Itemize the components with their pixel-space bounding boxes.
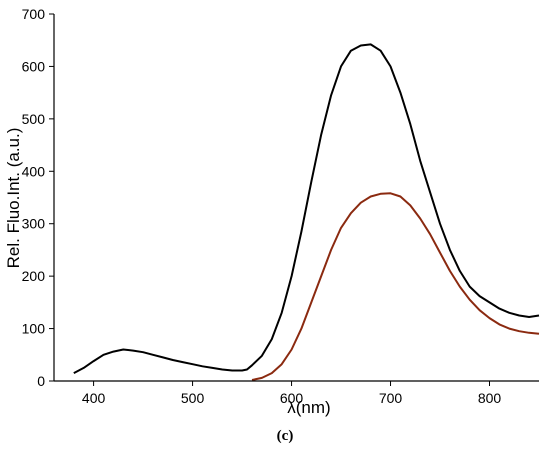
- x-tick-label: 400: [82, 390, 106, 406]
- y-tick-label: 100: [22, 321, 46, 337]
- series-line-1: [73, 43, 540, 374]
- x-tick-label: 700: [379, 390, 403, 406]
- y-tick-label: 500: [22, 111, 46, 127]
- y-tick-label: 200: [22, 268, 46, 284]
- labels-layer: 400 500 600 700 800 0 100 200 300 400 500 600 700: [22, 6, 502, 406]
- y-tick-label: 300: [22, 216, 46, 232]
- series-line-2: [251, 192, 540, 381]
- y-axis-title: Rel. Fluo.Int. (a.u.): [4, 128, 23, 269]
- y-tick-label: 0: [37, 373, 45, 389]
- axes-layer: [49, 13, 539, 386]
- y-tick-label: 700: [22, 6, 46, 22]
- series-layer: [73, 43, 540, 381]
- x-tick-label: 600: [280, 390, 304, 406]
- x-axis-title: λ(nm): [287, 398, 330, 417]
- y-tick-label: 600: [22, 58, 46, 74]
- y-tick-label: 400: [22, 163, 46, 179]
- x-tick-label: 500: [181, 390, 205, 406]
- figure-caption: (c): [277, 428, 294, 444]
- x-tick-label: 800: [478, 390, 502, 406]
